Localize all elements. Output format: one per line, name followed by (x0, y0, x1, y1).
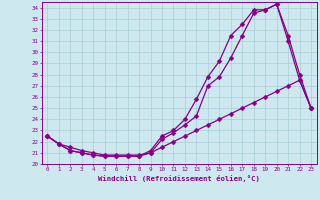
X-axis label: Windchill (Refroidissement éolien,°C): Windchill (Refroidissement éolien,°C) (98, 175, 260, 182)
